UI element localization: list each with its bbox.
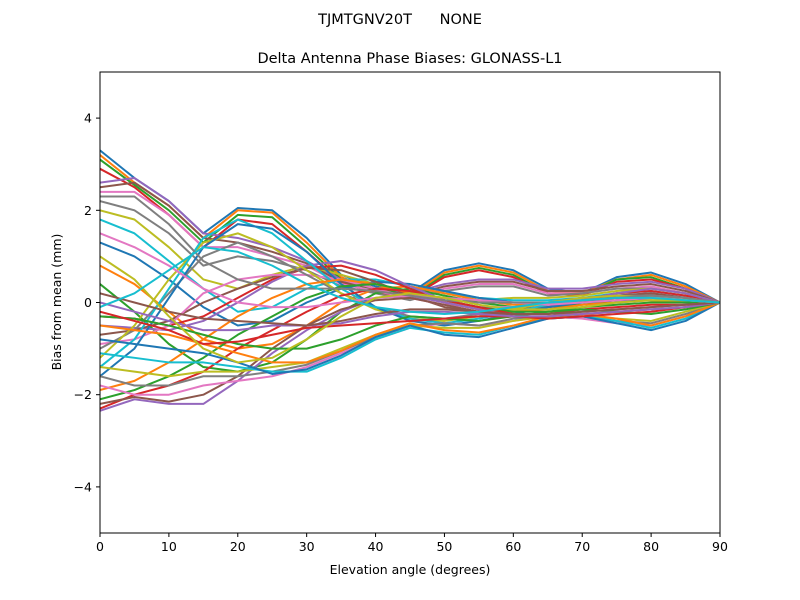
series-line-36 (100, 292, 720, 327)
y-axis-ticks: −4 −2 0 2 4 (74, 111, 100, 494)
y-tick-label: 0 (84, 295, 92, 310)
series-line-30 (100, 301, 720, 373)
figure-suptitle: TJMTGNV20T NONE (317, 12, 482, 28)
x-axis-ticks: 0 10 20 30 40 50 60 70 80 90 (96, 533, 728, 554)
x-axis-label: Elevation angle (degrees) (330, 562, 491, 577)
x-tick-label: 20 (230, 539, 246, 554)
x-tick-label: 60 (505, 539, 521, 554)
x-tick-label: 30 (299, 539, 315, 554)
series-layer (100, 149, 720, 412)
y-tick-label: −4 (74, 479, 92, 494)
x-tick-label: 50 (436, 539, 452, 554)
y-axis-label: Bias from mean (mm) (49, 234, 64, 371)
series-line-15 (100, 260, 720, 332)
x-tick-label: 70 (574, 539, 590, 554)
x-tick-label: 40 (368, 539, 384, 554)
x-tick-label: 80 (643, 539, 659, 554)
y-tick-label: 4 (84, 111, 92, 126)
chart-title: Delta Antenna Phase Biases: GLONASS-L1 (257, 51, 562, 67)
x-tick-label: 90 (712, 539, 728, 554)
x-tick-label: 10 (161, 539, 177, 554)
series-line-39 (100, 255, 720, 364)
series-line-34 (100, 301, 720, 345)
series-line-40 (100, 246, 720, 316)
series-line-8 (100, 200, 720, 304)
series-line-31 (100, 301, 720, 375)
series-line-24 (100, 287, 720, 410)
y-tick-label: −2 (74, 387, 92, 402)
y-tick-label: 2 (84, 203, 92, 218)
x-tick-label: 0 (96, 539, 104, 554)
